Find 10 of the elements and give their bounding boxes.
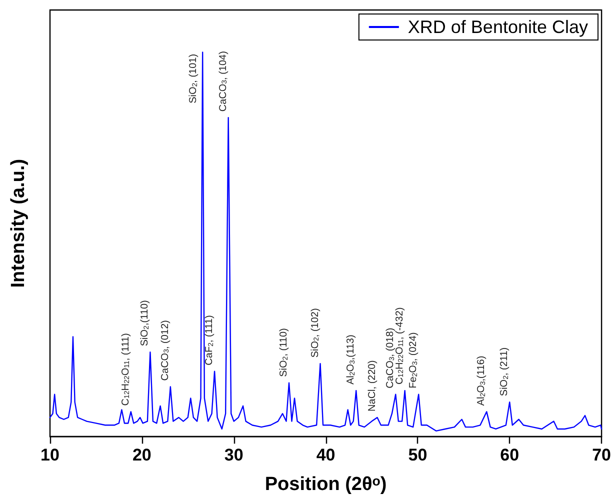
x-tick-label: 40	[316, 446, 336, 465]
x-tick-label: 60	[500, 446, 520, 465]
legend-label: XRD of Bentonite Clay	[408, 17, 588, 37]
x-tick-label: 30	[224, 446, 244, 465]
x-tick-label: 70	[592, 446, 612, 465]
x-tick-label: 20	[132, 446, 152, 465]
x-tick-label: 50	[408, 446, 428, 465]
y-axis-title: Intensity (a.u.)	[8, 158, 29, 288]
x-tick-label: 10	[40, 446, 60, 465]
annotation: NaCl, (220)	[366, 360, 378, 412]
